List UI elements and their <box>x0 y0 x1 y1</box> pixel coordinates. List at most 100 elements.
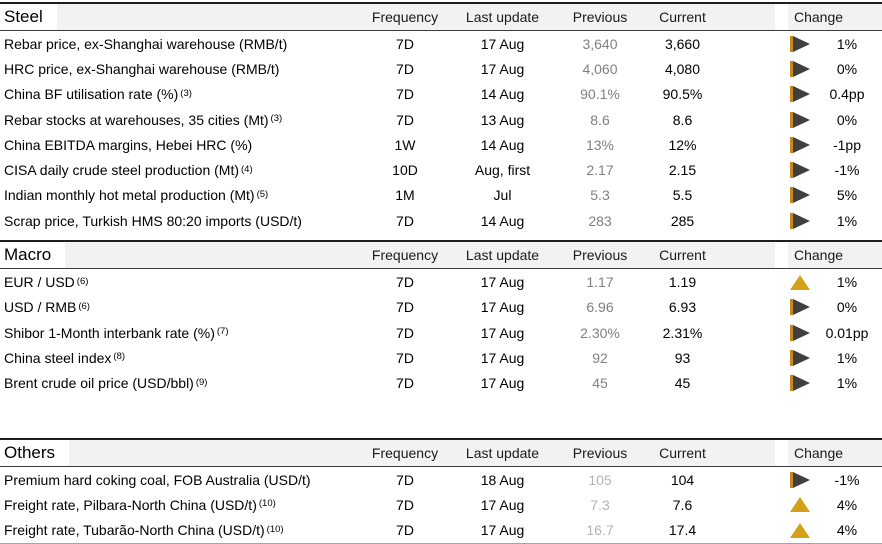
table-row: Freight rate, Tubarão-North China (USD/t… <box>0 517 882 542</box>
change-cell: 1% <box>788 375 882 392</box>
row-label: China EBITDA margins, Hebei HRC (%) <box>4 136 253 153</box>
change-cell: 0% <box>788 299 882 316</box>
last-update-cell: 14 Aug <box>480 86 525 103</box>
frequency-cell: 1M <box>395 187 415 204</box>
row-label: Brent crude oil price (USD/bbl) (9) <box>4 375 208 392</box>
change-value: -1% <box>834 162 860 179</box>
frequency-cell: 7D <box>396 522 414 539</box>
previous-cell: 4,060 <box>582 60 618 77</box>
section-title: Macro <box>0 242 66 269</box>
column-header-last-update: Last update <box>450 242 555 269</box>
footnote-marker: (8) <box>113 351 126 363</box>
row-label: Scrap price, Turkish HMS 80:20 imports (… <box>4 212 302 229</box>
change-value: 5% <box>836 187 858 204</box>
header-spacer <box>720 242 775 269</box>
table-row: Freight rate, Pilbara-North China (USD/t… <box>0 492 882 517</box>
previous-cell: 1.17 <box>586 274 614 291</box>
section-title-cell: Steel <box>0 4 360 30</box>
change-cell: 4% <box>788 522 882 538</box>
frequency-cell: 7D <box>396 375 414 392</box>
section-header-row: Others Frequency Last update Previous Curren… <box>0 437 882 467</box>
last-update-cell: 17 Aug <box>480 375 525 392</box>
header-gap <box>775 439 788 466</box>
change-cell: 0% <box>788 111 882 128</box>
column-header-previous: Previous <box>555 439 645 466</box>
current-cell: 7.6 <box>672 496 693 513</box>
change-flat-icon <box>790 86 810 103</box>
previous-cell: 16.7 <box>586 522 614 539</box>
last-update-cell: 14 Aug <box>480 212 525 229</box>
change-value: 0% <box>836 60 858 77</box>
row-label: Premium hard coking coal, FOB Australia … <box>4 471 311 488</box>
previous-cell: 5.3 <box>590 187 610 204</box>
last-update-cell: 17 Aug <box>480 324 525 341</box>
change-flat-icon <box>790 324 810 341</box>
column-header-last-update: Last update <box>450 439 555 466</box>
table-row: China BF utilisation rate (%) (3) 7D 14 Aug… <box>0 82 882 107</box>
column-header-change: Change <box>788 242 882 269</box>
current-cell: 5.5 <box>672 187 693 204</box>
last-update-cell: Jul <box>493 187 512 204</box>
last-update-cell: 18 Aug <box>480 471 525 488</box>
last-update-cell: 17 Aug <box>480 299 525 316</box>
header-spacer <box>720 4 775 30</box>
footnote-marker: (10) <box>258 498 276 510</box>
footnote-marker: (4) <box>241 163 253 175</box>
column-header-current: Current <box>645 242 720 269</box>
change-up-icon <box>790 522 810 538</box>
column-header-previous: Previous <box>555 4 645 30</box>
change-value: 0% <box>836 299 858 316</box>
current-cell: 93 <box>674 349 691 366</box>
change-flat-icon <box>790 136 810 153</box>
change-cell: 1% <box>788 274 882 290</box>
table-row: USD / RMB (6) 7D 17 Aug 6.96 6.93 0% <box>0 295 882 320</box>
change-cell: 0% <box>788 60 882 77</box>
table-row: CISA daily crude steel production (Mt) (4… <box>0 157 882 182</box>
current-cell: 17.4 <box>668 522 697 539</box>
table-row: Indian monthly hot metal production (Mt)… <box>0 183 882 208</box>
row-label: Rebar stocks at warehouses, 35 cities (M… <box>4 111 283 128</box>
previous-cell: 92 <box>592 349 608 366</box>
section-steel: Steel Frequency Last update Previous Current… <box>0 2 882 233</box>
header-gap <box>775 4 788 30</box>
column-header-previous: Previous <box>555 242 645 269</box>
change-cell: 1% <box>788 212 882 229</box>
change-flat-icon <box>790 349 810 366</box>
current-cell: 4,080 <box>664 60 701 77</box>
last-update-cell: 17 Aug <box>480 522 525 539</box>
section-title: Steel <box>0 4 57 30</box>
current-cell: 104 <box>670 471 695 488</box>
previous-cell: 7.3 <box>590 496 610 513</box>
change-cell: 5% <box>788 187 882 204</box>
previous-cell: 8.6 <box>590 111 610 128</box>
header-gap <box>775 242 788 269</box>
section-title: Others <box>0 439 70 466</box>
change-flat-icon <box>790 187 810 204</box>
change-value: 0% <box>836 111 858 128</box>
change-flat-icon <box>790 111 810 128</box>
last-update-cell: 17 Aug <box>480 60 525 77</box>
row-label: HRC price, ex-Shanghai warehouse (RMB/t) <box>4 60 280 77</box>
row-label: Rebar price, ex-Shanghai warehouse (RMB/… <box>4 35 288 52</box>
change-flat-icon <box>790 212 810 229</box>
change-value: -1% <box>834 471 860 488</box>
table-row: Shibor 1-Month interbank rate (%) (7) 7D 17… <box>0 320 882 345</box>
row-label: Freight rate, Tubarão-North China (USD/t… <box>4 522 284 539</box>
row-label: China BF utilisation rate (%) (3) <box>4 86 192 103</box>
change-up-icon <box>790 497 810 513</box>
change-cell: 1% <box>788 349 882 366</box>
last-update-cell: 17 Aug <box>480 274 525 291</box>
section-others: Others Frequency Last update Previous Curren… <box>0 437 882 544</box>
last-update-cell: 17 Aug <box>480 496 525 513</box>
frequency-cell: 7D <box>396 471 414 488</box>
column-header-current: Current <box>645 4 720 30</box>
change-value: 4% <box>836 496 858 513</box>
section-header-row: Macro Frequency Last update Previous Current… <box>0 240 882 270</box>
column-header-frequency: Frequency <box>360 242 450 269</box>
last-update-cell: 17 Aug <box>480 35 525 52</box>
footnote-marker: (5) <box>256 188 269 200</box>
current-cell: 90.5% <box>662 86 703 103</box>
change-value: 1% <box>836 274 858 291</box>
current-cell: 8.6 <box>672 111 693 128</box>
